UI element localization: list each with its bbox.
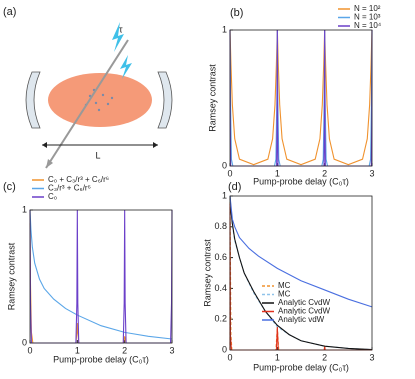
beam-arrow bbox=[46, 159, 53, 168]
line bbox=[229, 195, 373, 351]
x-tick-label: 1 bbox=[275, 168, 280, 178]
legend-label: Analytic CvdW bbox=[278, 298, 330, 307]
plot-frame bbox=[29, 209, 173, 344]
x-axis-label: Pump-probe delay (C₀τ) bbox=[53, 354, 149, 364]
legend-label: C₃/r³ + C₆/r⁶ bbox=[48, 184, 91, 193]
y-tick-label: 1 bbox=[22, 204, 27, 214]
legend-label: MC bbox=[278, 290, 291, 299]
x-axis-label: Pump-probe delay (C₀τ) bbox=[253, 362, 349, 372]
x-tick-label: 2 bbox=[322, 352, 327, 362]
y-tick-label: 0.2 bbox=[214, 314, 227, 324]
x-tick-label: 1 bbox=[75, 345, 80, 355]
panel-label: (b) bbox=[230, 7, 243, 19]
y-axis-label: Ramsey contrast bbox=[207, 64, 217, 132]
x-tick-label: 2 bbox=[122, 345, 127, 355]
legend-label: N = 10³ bbox=[354, 13, 381, 22]
legend-label: Analytic CvdW bbox=[278, 307, 330, 316]
panel-label: (d) bbox=[228, 181, 241, 193]
line bbox=[229, 29, 373, 166]
x-tick-label: 2 bbox=[322, 168, 327, 178]
diagram: (a) τ L bbox=[3, 6, 173, 169]
line bbox=[229, 195, 373, 351]
line bbox=[229, 195, 373, 308]
line bbox=[29, 209, 173, 340]
y-tick-label: 0 bbox=[222, 160, 227, 170]
legend-label: N = 10² bbox=[354, 4, 381, 13]
mirror-right bbox=[157, 71, 173, 129]
legend-label: C₀ + C₃/r³ + C₆/r⁶ bbox=[48, 175, 109, 184]
legend-label: MC bbox=[278, 281, 291, 290]
probe-beam bbox=[45, 39, 129, 169]
x-axis-label: Pump-probe delay (C₀τ) bbox=[253, 176, 349, 186]
atom-cloud bbox=[48, 73, 152, 127]
x-tick-label: 0 bbox=[227, 168, 232, 178]
x-tick-label: 3 bbox=[369, 168, 374, 178]
tau-label: τ bbox=[119, 24, 123, 34]
legend-label: N = 10⁴ bbox=[354, 21, 382, 30]
x-tick-label: 0 bbox=[27, 345, 32, 355]
x-tick-label: 3 bbox=[369, 352, 374, 362]
y-tick-label: 0.6 bbox=[214, 252, 227, 262]
line bbox=[229, 195, 372, 351]
length-label: L bbox=[95, 150, 100, 160]
x-tick-label: 3 bbox=[169, 345, 174, 355]
pulse bbox=[112, 22, 124, 52]
y-axis-label: Ramsey contrast bbox=[6, 242, 16, 310]
y-tick-label: 0 bbox=[22, 337, 27, 347]
plot-frame bbox=[229, 29, 373, 167]
y-tick-label: 0.8 bbox=[214, 221, 227, 231]
y-tick-label: 1 bbox=[222, 190, 227, 200]
mirror-left bbox=[25, 71, 41, 129]
y-axis-label: Ramsey contrast bbox=[202, 239, 212, 307]
panel-label: (a) bbox=[3, 6, 16, 18]
legend-label: Analytic vdW bbox=[278, 315, 325, 324]
line bbox=[229, 203, 372, 351]
legend-label: C₀ bbox=[48, 192, 57, 201]
plot-frame bbox=[229, 195, 373, 351]
y-tick-label: 0 bbox=[222, 344, 227, 354]
pulse bbox=[120, 55, 132, 79]
y-tick-label: 0.4 bbox=[214, 283, 227, 293]
line bbox=[229, 29, 373, 167]
x-tick-label: 1 bbox=[275, 352, 280, 362]
line bbox=[229, 29, 373, 167]
line bbox=[29, 209, 173, 344]
y-tick-label: 1 bbox=[222, 24, 227, 34]
line bbox=[29, 223, 172, 344]
panel-label: (c) bbox=[3, 181, 16, 193]
x-tick-label: 0 bbox=[227, 352, 232, 362]
